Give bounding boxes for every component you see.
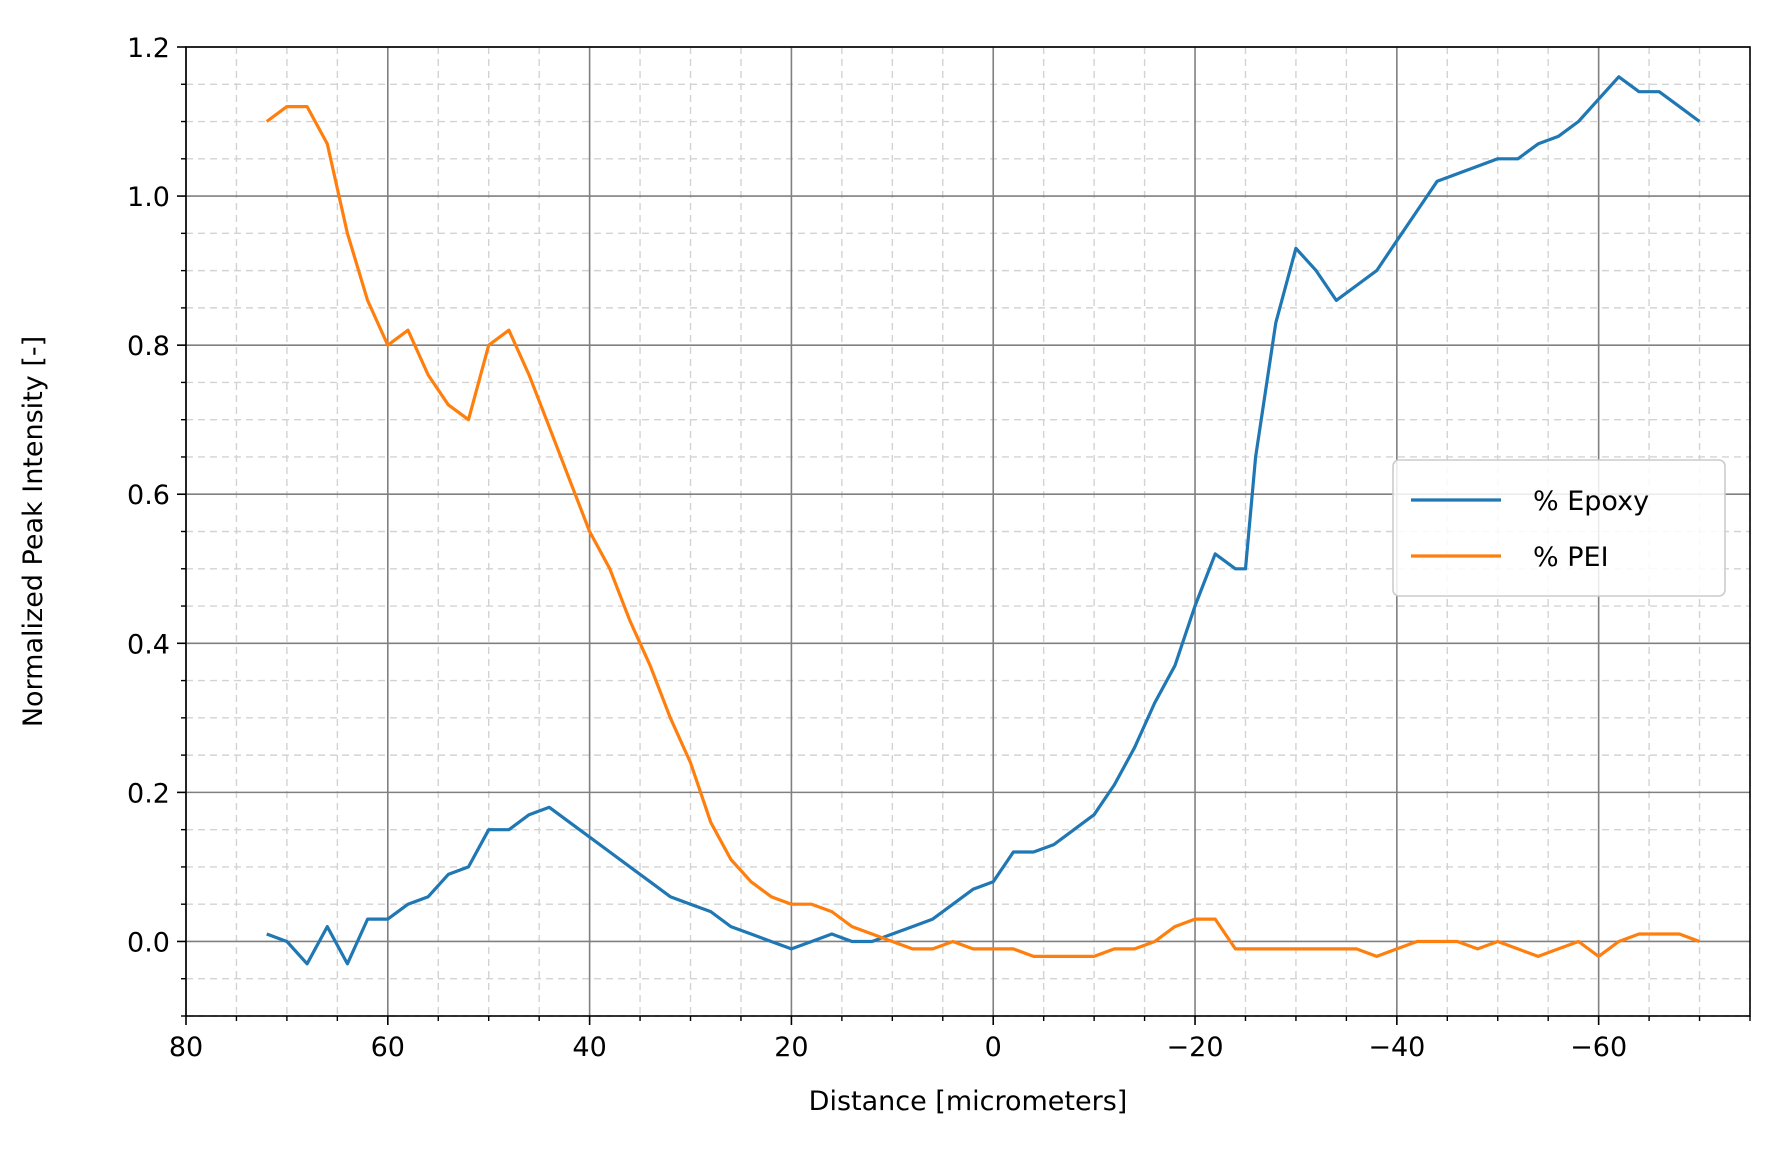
y-tick-label: 1.2	[127, 33, 170, 64]
x-tick-label: −20	[1167, 1032, 1224, 1063]
y-tick-label: 1.0	[127, 182, 170, 213]
x-tick-label: 80	[169, 1032, 203, 1063]
x-axis-title: Distance [micrometers]	[809, 1086, 1128, 1117]
y-tick-label: 0.2	[127, 778, 170, 809]
x-axis-ticks: 80 60 40 20 0 −20 −40 −60	[169, 1016, 1751, 1063]
x-tick-label: 20	[774, 1032, 808, 1063]
x-tick-label: 40	[572, 1032, 606, 1063]
legend-label: % PEI	[1533, 542, 1609, 573]
x-tick-label: −60	[1570, 1032, 1627, 1063]
y-tick-label: 0.8	[127, 331, 170, 362]
x-tick-label: −40	[1368, 1032, 1425, 1063]
series-line-epoxy	[266, 75, 1701, 966]
series-line-pei	[265, 104, 1701, 959]
y-axis-ticks: 0.0 0.2 0.4 0.6 0.8 1.0 1.2	[127, 33, 186, 1017]
x-tick-label: 60	[371, 1032, 405, 1063]
y-tick-label: 0.4	[127, 629, 170, 660]
legend: % Epoxy % PEI	[1392, 459, 1726, 597]
legend-box	[1392, 459, 1726, 597]
y-axis-title: Normalized Peak Intensity [-]	[18, 336, 49, 727]
legend-label: % Epoxy	[1533, 486, 1649, 517]
x-tick-label: 0	[985, 1032, 1002, 1063]
series-layer	[265, 75, 1701, 966]
y-tick-label: 0.6	[127, 480, 170, 511]
y-tick-label: 0.0	[127, 927, 170, 958]
